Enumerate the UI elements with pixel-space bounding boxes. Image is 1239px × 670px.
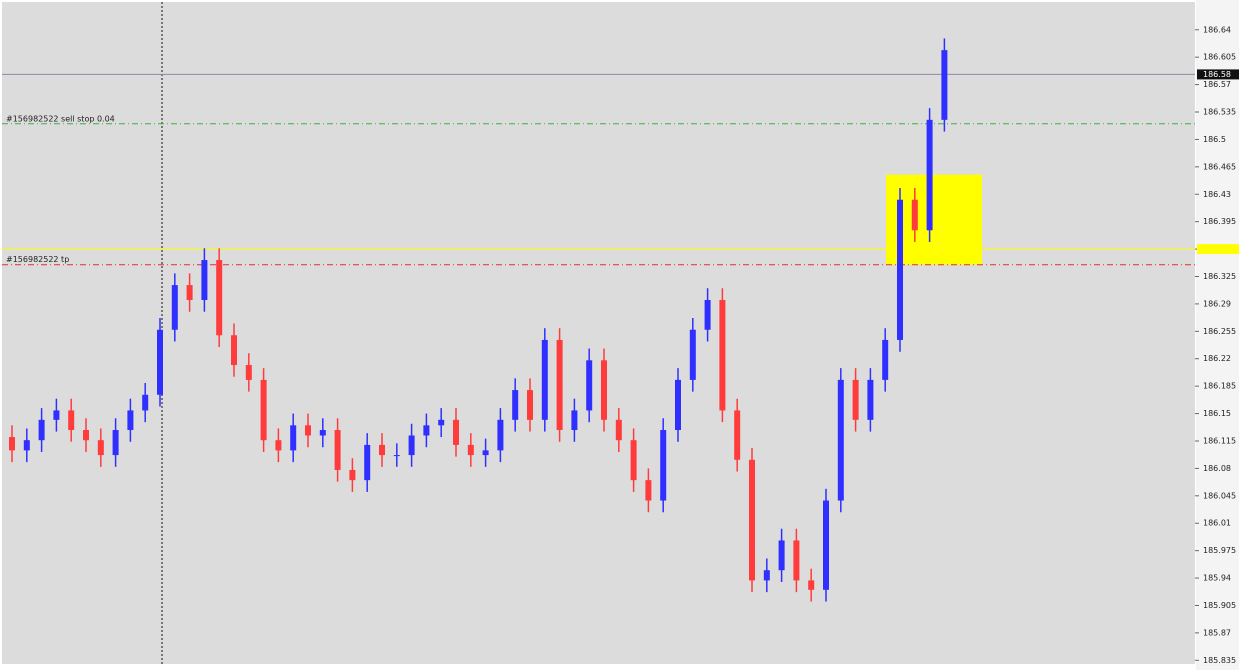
candle-body [393, 455, 400, 457]
candle-body [704, 299, 711, 330]
candle-body [349, 469, 356, 481]
candle-body [911, 199, 918, 231]
candle-body [852, 379, 859, 420]
candle-body [675, 379, 681, 431]
candle-body [837, 379, 844, 501]
candle-body [897, 199, 903, 340]
y-tick-label: 185.87 [1203, 628, 1231, 637]
y-tick-label: 185.905 [1203, 601, 1236, 610]
candle-body [245, 365, 252, 380]
candle-body [453, 419, 459, 445]
candle-body [571, 410, 578, 431]
candle-body [171, 285, 178, 330]
candle-body [97, 440, 104, 456]
candle-body [660, 430, 667, 501]
candle-body [497, 419, 504, 451]
candle-body [823, 500, 829, 590]
candle-body [630, 440, 637, 481]
candle-body [719, 299, 726, 411]
candle-body [83, 430, 89, 441]
candle-body [645, 480, 652, 501]
y-tick-label: 186.43 [1203, 190, 1231, 199]
y-tick-label: 186.465 [1203, 162, 1236, 171]
y-tick-label: 186.15 [1203, 409, 1231, 418]
candle-body [379, 444, 385, 456]
y-tick-label: 186.115 [1203, 436, 1236, 445]
candle-body [749, 459, 755, 581]
candle-body [882, 339, 889, 380]
candle-body [68, 410, 75, 431]
candle-body [38, 419, 45, 441]
y-tick-label: 186.01 [1203, 519, 1231, 528]
candle-body [201, 260, 208, 300]
price-badge-label: 186.58 [1203, 70, 1231, 79]
candle-body [438, 419, 445, 426]
candle-body [793, 540, 800, 581]
candle-body [23, 440, 30, 451]
y-tick-label: 186.64 [1203, 25, 1231, 34]
order-label: #156982522 sell stop 0.04 [6, 114, 115, 123]
candle-body [112, 430, 119, 456]
y-tick-label: 186.08 [1203, 464, 1231, 473]
candle-body [615, 419, 622, 441]
candle-body [142, 394, 149, 411]
candle-body [290, 425, 297, 451]
candle-body [467, 444, 474, 456]
candle-body [808, 580, 815, 590]
candle-body [408, 435, 415, 456]
candle-body [275, 440, 282, 451]
y-tick-label: 185.835 [1203, 656, 1236, 665]
y-tick-label: 186.5 [1203, 135, 1226, 144]
y-tick-label: 186.395 [1203, 217, 1236, 226]
candle-body [9, 437, 15, 451]
candle-body [926, 119, 933, 231]
y-tick-label: 185.94 [1203, 574, 1231, 583]
y-tick-label: 185.975 [1203, 546, 1236, 555]
candle-body [157, 329, 163, 395]
candle-body [319, 430, 326, 436]
candle-body [867, 379, 874, 420]
y-tick-label: 186.185 [1203, 382, 1236, 391]
candle-body [601, 360, 607, 420]
candle-body [231, 335, 237, 366]
candle-body [689, 329, 696, 380]
candle-body [127, 410, 134, 431]
candle-body [734, 410, 741, 460]
y-tick-label: 186.045 [1203, 491, 1236, 500]
candle-body [778, 540, 785, 571]
candle-body [556, 339, 563, 431]
y-tick-label: 186.325 [1203, 272, 1236, 281]
candle-body [423, 425, 430, 436]
price-marker [1197, 244, 1239, 255]
candle-body [305, 425, 311, 436]
candle-body [586, 360, 593, 411]
order-label: #156982522 tp [6, 255, 69, 264]
plot-area [2, 2, 1195, 664]
y-tick-label: 186.29 [1203, 299, 1231, 308]
price-badge [1197, 69, 1239, 80]
candle-body [53, 410, 60, 420]
y-tick-label: 186.255 [1203, 327, 1236, 336]
y-tick-label: 186.605 [1203, 53, 1236, 62]
candle-body [216, 260, 223, 336]
y-tick-label: 186.57 [1203, 80, 1231, 89]
candle-body [941, 50, 948, 120]
candle-body [541, 339, 548, 420]
candle-body [482, 450, 489, 456]
candle-body [186, 285, 193, 300]
candle-body [512, 390, 519, 420]
y-tick-label: 186.22 [1203, 354, 1231, 363]
candle-body [364, 444, 371, 481]
candle-body [334, 430, 341, 470]
price-axis [1196, 0, 1239, 670]
y-tick-label: 186.535 [1203, 108, 1236, 117]
candle-body [260, 379, 267, 441]
candle-body [763, 570, 770, 581]
candle-body [527, 390, 533, 420]
